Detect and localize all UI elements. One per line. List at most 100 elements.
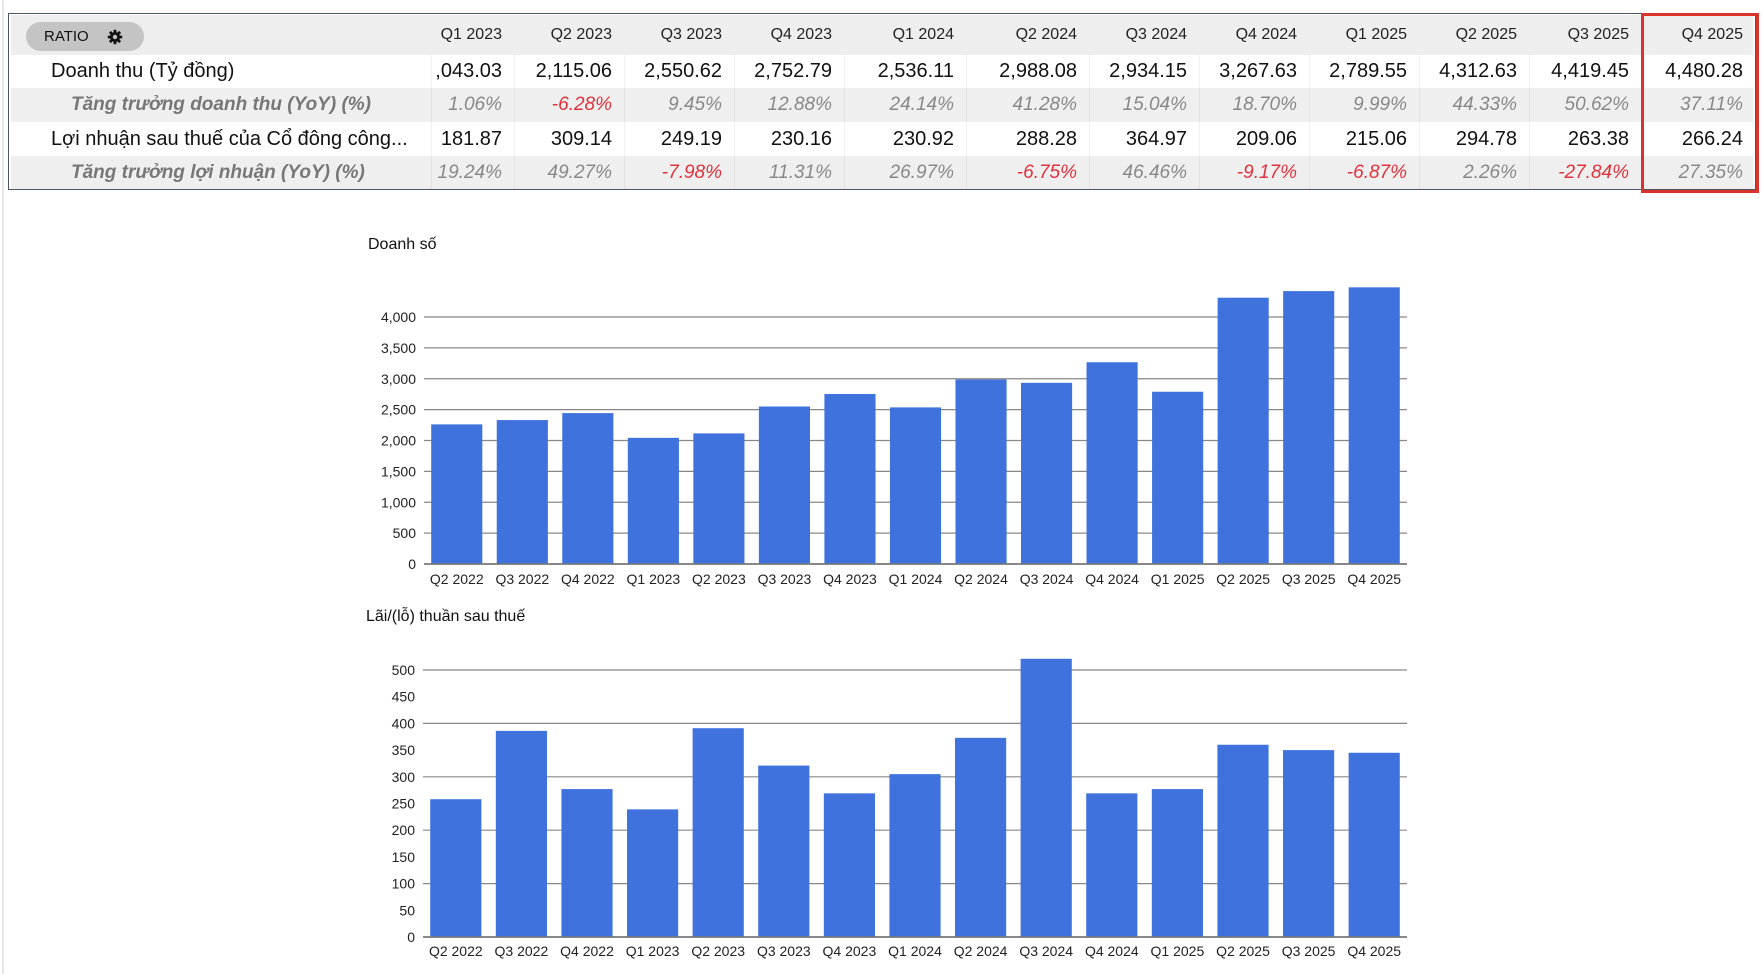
bar[interactable] (1152, 391, 1204, 564)
column-header[interactable]: Q4 2024 (1235, 26, 1297, 43)
column-header[interactable]: Q4 2025 (1681, 26, 1743, 43)
bar[interactable] (1283, 291, 1335, 564)
bar[interactable] (758, 765, 810, 937)
row-cells: 181.87 309.14 249.19 230.16 230.92 288.28 364.… (11, 122, 1753, 156)
bar[interactable] (496, 420, 548, 564)
bar[interactable] (1086, 793, 1138, 937)
table-cell: -27.84% (1529, 156, 1641, 189)
bar[interactable] (430, 799, 482, 937)
y-tick-label: 400 (392, 715, 416, 731)
bar[interactable] (627, 437, 679, 564)
table-cell: 44.33% (1419, 88, 1529, 122)
bar[interactable] (955, 379, 1007, 564)
table-cell: 2,789.55 (1309, 55, 1419, 88)
column-header[interactable]: Q1 2023 (440, 26, 502, 43)
bar[interactable] (562, 413, 614, 564)
table-cell: 49.27% (514, 156, 624, 189)
column-header[interactable]: Q3 2024 (1125, 26, 1187, 43)
x-tick-label: Q3 2024 (1020, 571, 1074, 587)
column-header[interactable]: Q1 2025 (1345, 26, 1407, 43)
bar[interactable] (1086, 362, 1138, 564)
x-tick-label: Q2 2025 (1216, 571, 1270, 587)
table-cell: 41.28% (966, 88, 1089, 122)
table-cell: 288.28 (966, 122, 1089, 156)
bar[interactable] (1348, 287, 1400, 564)
x-tick-label: Q3 2023 (757, 943, 811, 959)
table-cell: 46.46% (1089, 156, 1199, 189)
bar[interactable] (561, 789, 613, 937)
table-cell: -6.75% (966, 156, 1089, 189)
y-tick-label: 0 (408, 556, 416, 572)
x-tick-label: Q2 2023 (692, 571, 746, 587)
bar[interactable] (824, 394, 876, 564)
bar[interactable] (693, 433, 745, 564)
bar[interactable] (758, 406, 810, 564)
table-cell: -6.28% (514, 88, 624, 122)
y-tick-label: 200 (392, 822, 416, 838)
bar[interactable] (823, 793, 875, 937)
row-label: Lợi nhuận sau thuế của Cổ đông công... (51, 127, 408, 150)
bar[interactable] (955, 737, 1007, 937)
x-tick-label: Q3 2022 (495, 571, 549, 587)
gear-icon[interactable] (107, 29, 123, 45)
row-label: Tăng trưởng doanh thu (YoY) (%) (71, 94, 372, 115)
ratio-button[interactable]: RATIO (26, 22, 144, 51)
table-cell: 4,419.45 (1529, 55, 1641, 88)
table-cell: 50.62% (1529, 88, 1641, 122)
x-tick-label: Q3 2022 (495, 943, 549, 959)
bar[interactable] (889, 407, 942, 564)
table-cell: 215.06 (1309, 122, 1419, 156)
x-tick-label: Q2 2025 (1216, 943, 1270, 959)
bar[interactable] (692, 728, 744, 937)
column-header[interactable]: Q1 2024 (892, 26, 954, 43)
table-cell: 2,752.79 (734, 55, 844, 88)
row-cells: 19.24% 49.27% -7.98% 11.31% 26.97% -6.75% 46.4… (11, 156, 1753, 189)
y-tick-label: 50 (399, 902, 415, 918)
table-cell: 3,267.63 (1199, 55, 1309, 88)
x-tick-label: Q4 2023 (823, 943, 877, 959)
column-header[interactable]: Q3 2023 (660, 26, 722, 43)
column-header[interactable]: Q3 2025 (1567, 26, 1629, 43)
row-label: Tăng trưởng lợi nhuận (YoY) (%) (71, 161, 365, 183)
table-row-revenue-growth: Tăng trưởng doanh thu (YoY) (%) 1.06% -6.… (11, 88, 1753, 122)
x-tick-label: Q1 2023 (627, 571, 681, 587)
bar[interactable] (627, 809, 679, 937)
table-cell: 364.97 (1089, 122, 1199, 156)
x-tick-label: Q4 2022 (560, 943, 614, 959)
bar[interactable] (889, 774, 941, 937)
y-tick-label: 4,000 (381, 309, 416, 325)
bar[interactable] (1021, 382, 1073, 564)
column-header[interactable]: Q2 2024 (1015, 26, 1077, 43)
column-header[interactable]: Q4 2023 (770, 26, 832, 43)
table-cell: 2,536.11 (844, 55, 966, 88)
bar[interactable] (1217, 297, 1269, 564)
table-cell: 24.14% (844, 88, 966, 122)
bar[interactable] (431, 424, 483, 564)
y-tick-label: 2,500 (381, 402, 416, 418)
table-cell: 294.78 (1419, 122, 1529, 156)
column-header[interactable]: Q2 2023 (550, 26, 612, 43)
x-tick-label: Q1 2023 (626, 943, 680, 959)
table-cell: 1.06% (431, 88, 514, 122)
table-row-revenue: Doanh thu (Tỷ đồng) ,043.03 2,115.06 2,550… (11, 55, 1753, 88)
table-cell: 2,988.08 (966, 55, 1089, 88)
page-left-border (2, 0, 4, 974)
y-tick-label: 1,500 (381, 463, 416, 479)
x-tick-label: Q3 2024 (1019, 943, 1073, 959)
y-tick-label: 3,500 (381, 340, 416, 356)
x-tick-label: Q1 2025 (1151, 943, 1205, 959)
row-cells: 1.06% -6.28% 9.45% 12.88% 24.14% 41.28% 15.04%… (11, 88, 1753, 122)
bar[interactable] (1217, 744, 1269, 937)
bar[interactable] (495, 730, 547, 937)
bar[interactable] (1151, 789, 1203, 937)
table-cell: 230.16 (734, 122, 844, 156)
y-tick-label: 0 (407, 929, 415, 945)
chart-title-net-profit: Lãi/(lỗ) thuần sau thuế (366, 608, 526, 625)
bar[interactable] (1020, 658, 1072, 937)
table-cell: 2,115.06 (514, 55, 624, 88)
column-header[interactable]: Q2 2025 (1455, 26, 1517, 43)
bar[interactable] (1283, 750, 1335, 937)
bar[interactable] (1348, 752, 1400, 937)
x-tick-label: Q4 2024 (1085, 571, 1139, 587)
y-tick-label: 300 (392, 769, 416, 785)
